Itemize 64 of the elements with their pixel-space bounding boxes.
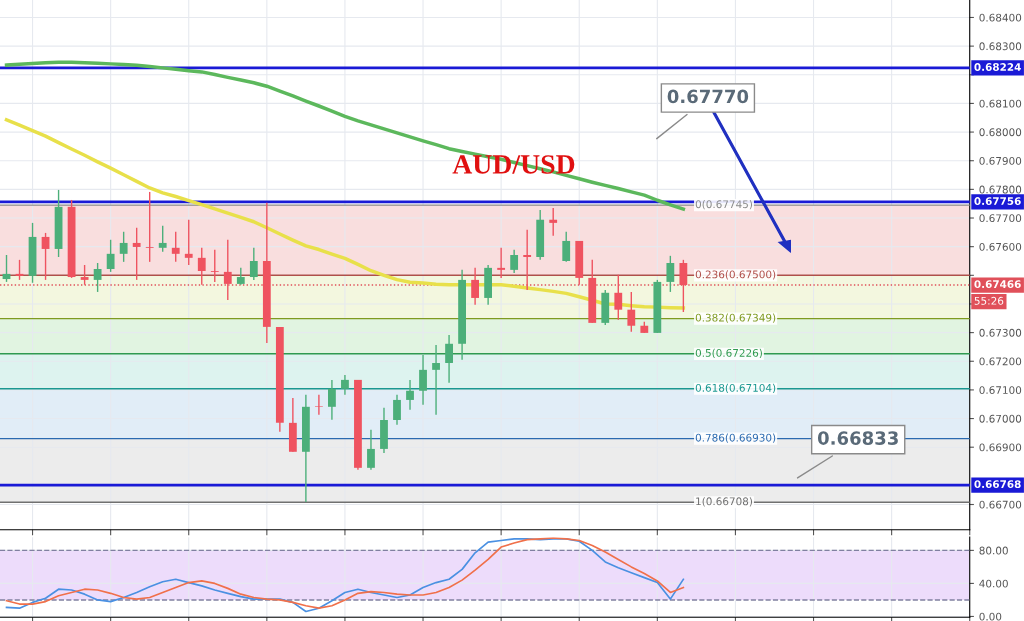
- y-tick-label: 0.67600: [979, 242, 1022, 251]
- text: 55:26: [974, 296, 1004, 305]
- candlestick: [341, 374, 349, 396]
- candlestick: [171, 231, 180, 263]
- candlestick: [614, 274, 623, 321]
- candlestick: [106, 239, 115, 273]
- candlestick: [80, 264, 89, 286]
- y-tick-label: 0.66700: [979, 500, 1022, 509]
- ref-line-label: 0.68224: [974, 63, 1021, 71]
- candlestick: [666, 255, 675, 293]
- candlestick: [549, 207, 558, 237]
- candlestick: [249, 247, 258, 281]
- y-tick-label: 0.67000: [979, 414, 1022, 423]
- candlestick: [432, 344, 440, 416]
- candlestick: [562, 231, 571, 263]
- candlestick: [145, 191, 154, 263]
- y-tick-label: 0.68000: [979, 128, 1022, 137]
- y-tick-label: 0.67800: [979, 185, 1022, 194]
- y-tick-label: 40.00: [979, 579, 1008, 588]
- candlestick: [184, 219, 193, 266]
- y-tick-label: 0.67100: [979, 386, 1022, 395]
- candlestick: [419, 354, 427, 406]
- ref-line-label: 1(0.66708): [696, 497, 753, 507]
- candlestick: [210, 249, 219, 283]
- candlestick: [679, 259, 688, 313]
- candlestick: [393, 394, 401, 426]
- candlestick: [328, 379, 336, 421]
- candlestick: [223, 239, 232, 301]
- y-tick-label: 0.67200: [979, 357, 1022, 366]
- candlestick: [315, 394, 323, 416]
- ref-line-label: 0.66768: [974, 480, 1021, 489]
- candlestick: [132, 227, 141, 281]
- y-tick-label: 0.67300: [979, 328, 1022, 337]
- ref-line-label: 0.382(0.67349): [695, 313, 776, 323]
- ref-line-label: 0(0.67745): [695, 200, 753, 210]
- candlestick: [367, 429, 375, 471]
- text: 0.66833: [817, 431, 898, 445]
- line-series: [4, 118, 686, 310]
- candlestick: [197, 247, 206, 286]
- y-tick-label: 80.00: [979, 546, 1008, 555]
- candlestick: [627, 291, 636, 333]
- candlestick: [406, 379, 414, 411]
- y-tick-label: 0.67700: [979, 214, 1022, 223]
- y-tick-label: 0.66900: [979, 443, 1022, 452]
- ref-line-label: 0.5(0.67226): [695, 348, 762, 359]
- candlestick: [471, 267, 480, 306]
- candlestick: [523, 229, 532, 291]
- y-tick-label: 0.67900: [979, 156, 1022, 165]
- ref-line-label: 0.67466: [974, 280, 1021, 289]
- annotation: 0.67770: [667, 89, 749, 104]
- ref-line-label: 0.67756: [974, 197, 1021, 205]
- ref-line-label: 0.236(0.67500): [695, 270, 776, 280]
- ref-line-label: 0.618(0.67104): [695, 383, 776, 394]
- candlestick: [119, 231, 128, 263]
- candlestick: [510, 249, 519, 274]
- ref-line-label: 0.786(0.66930): [695, 433, 776, 443]
- y-tick-label: 0.68400: [979, 13, 1022, 22]
- y-tick-label: 0.00: [979, 612, 1002, 621]
- y-tick-label: 0.68100: [979, 99, 1022, 108]
- candlestick: [158, 225, 167, 253]
- candlestick: [445, 334, 453, 384]
- candlestick: [497, 247, 506, 279]
- y-tick-label: 0.68300: [979, 42, 1022, 51]
- candlestick: [93, 262, 102, 293]
